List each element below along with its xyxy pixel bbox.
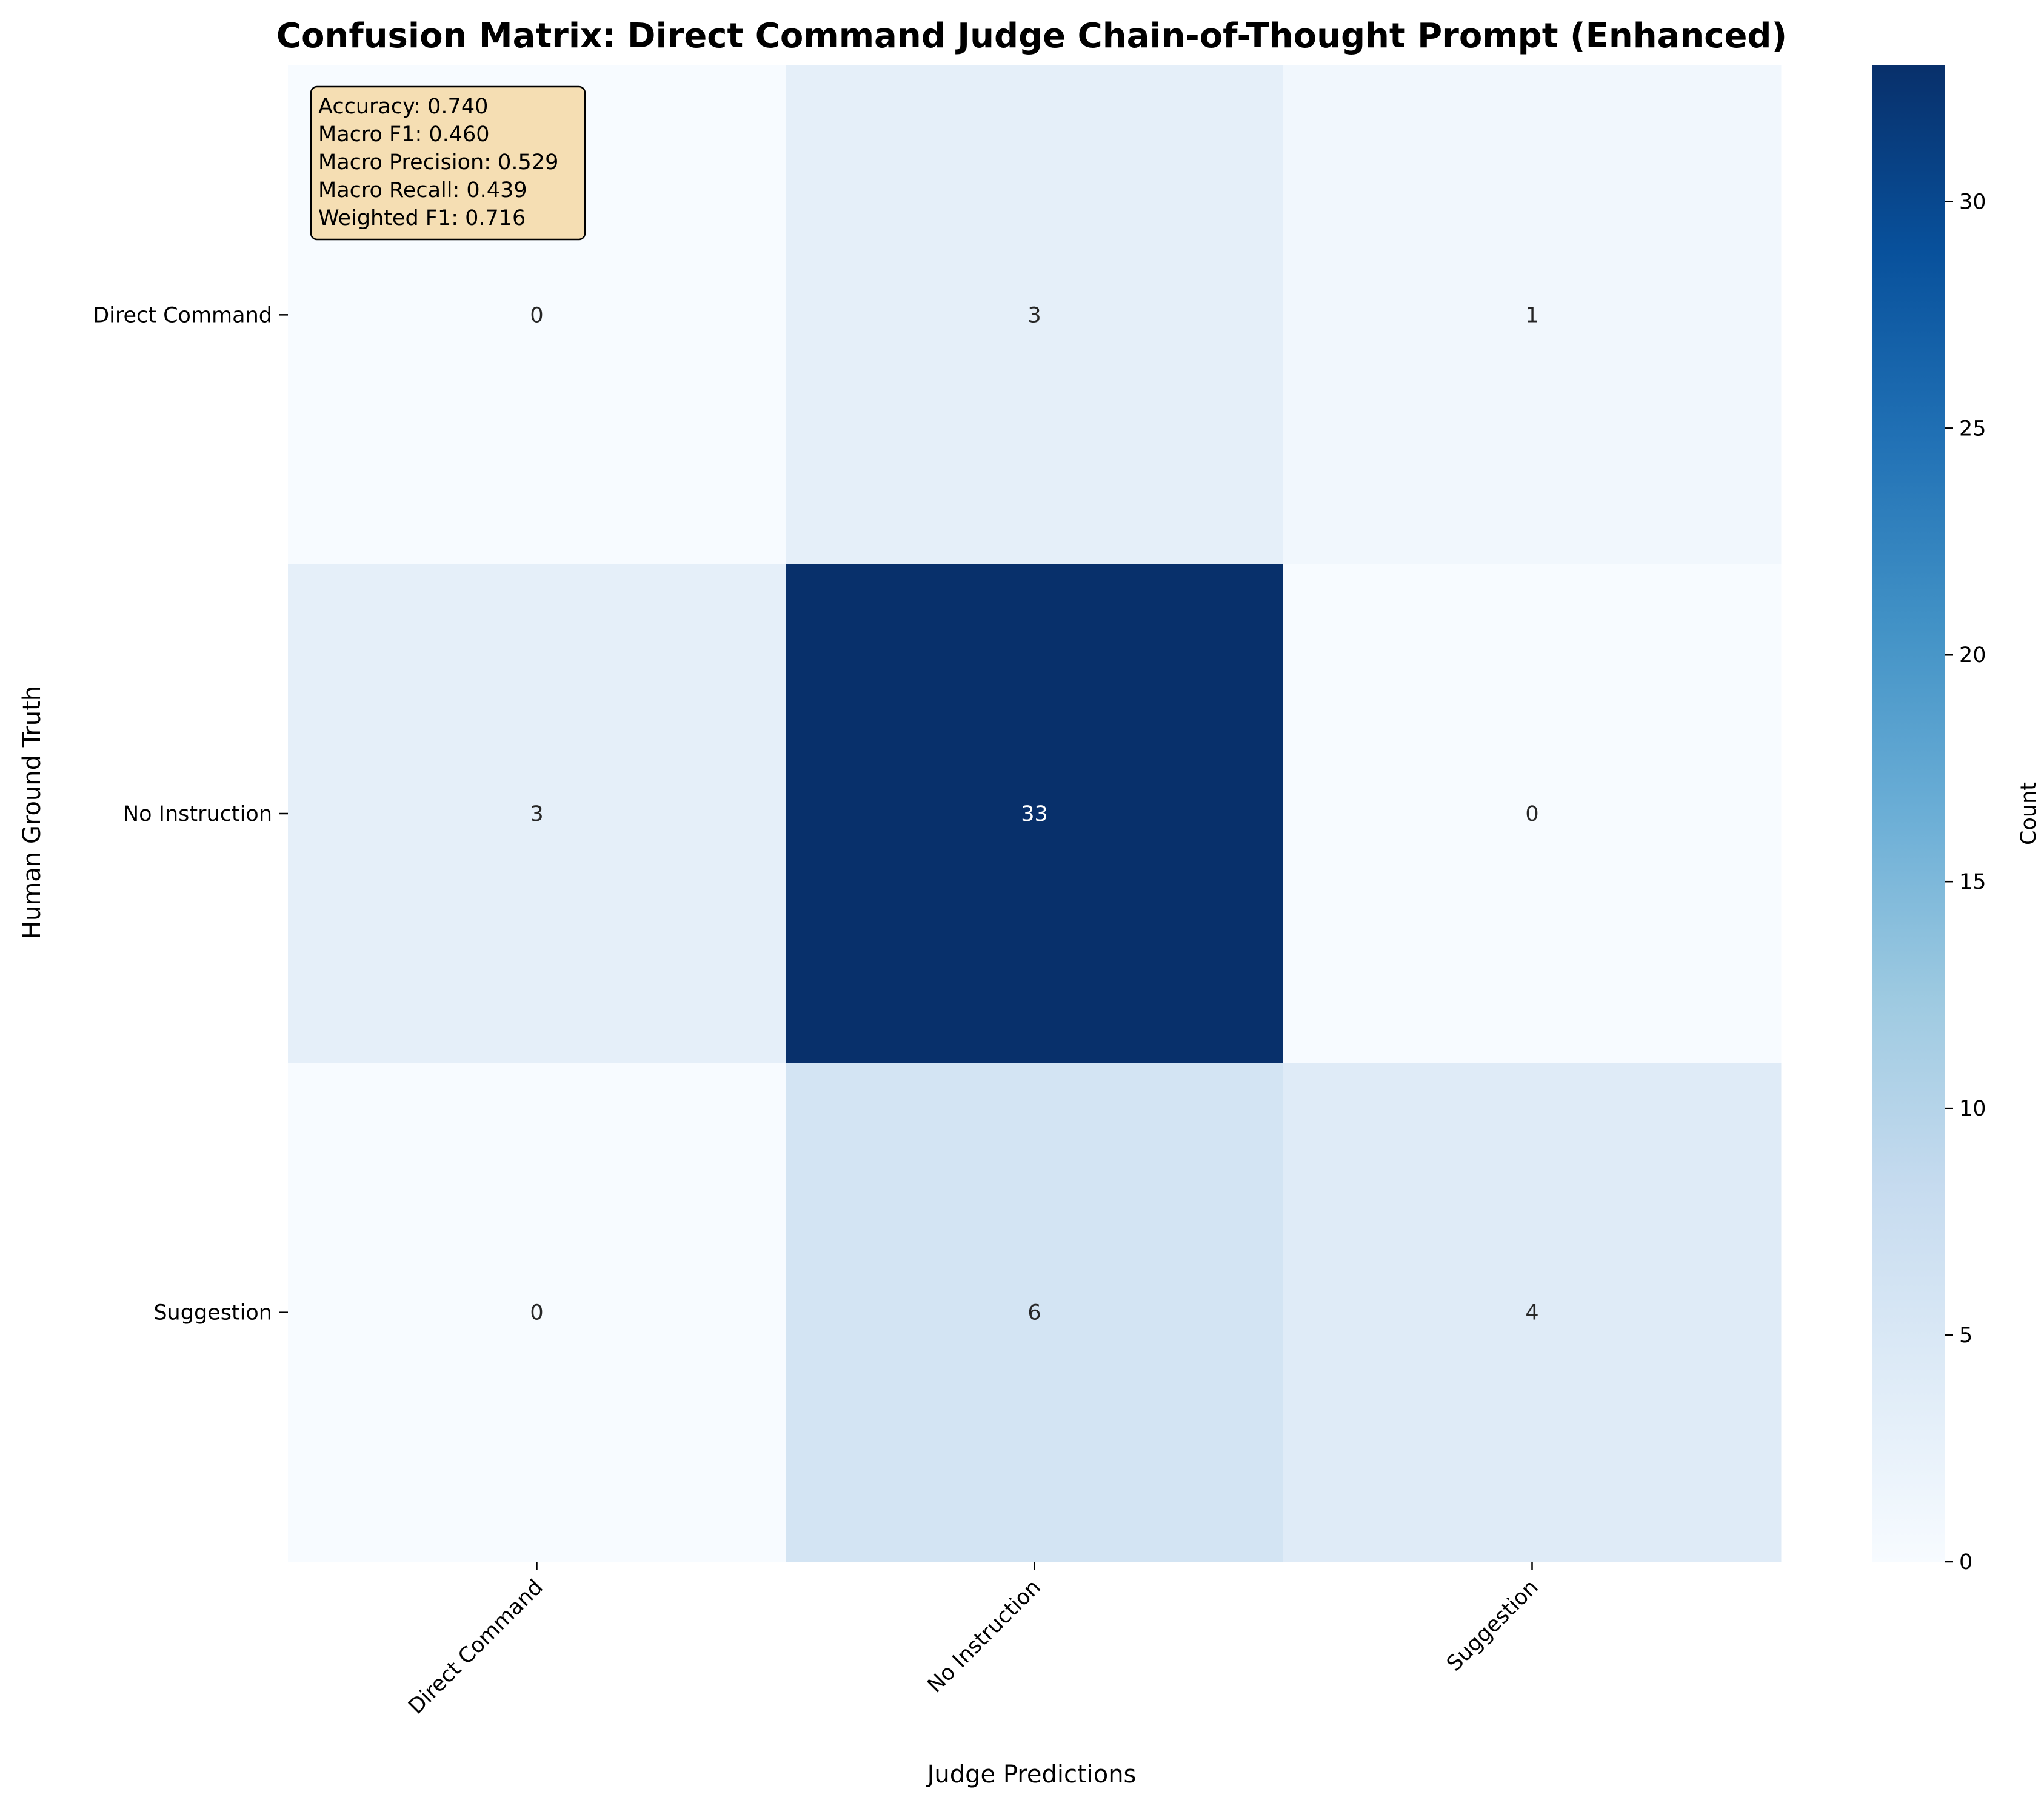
colorbar-tick-label: 20 (1959, 643, 1986, 667)
y-axis-label: Human Ground Truth (18, 686, 46, 939)
cell-value-label: 3 (530, 802, 543, 826)
y-tick-label: Direct Command (93, 303, 272, 327)
heatmap-cell (786, 65, 1284, 565)
heatmap-cell (1283, 564, 1782, 1063)
y-tick-label: No Instruction (123, 802, 272, 826)
cell-value-label: 33 (1021, 802, 1048, 826)
colorbar-tick-label: 0 (1959, 1550, 1972, 1574)
colorbar-gradient (1872, 65, 1945, 1562)
cell-value-label: 4 (1525, 1301, 1538, 1325)
colorbar-tick-label: 30 (1959, 190, 1986, 214)
cell-value-label: 6 (1027, 1301, 1041, 1325)
heatmap-cell (1283, 65, 1782, 565)
metric-line: Weighted F1: 0.716 (318, 206, 526, 230)
heatmap-cell (288, 1063, 786, 1562)
metric-line: Accuracy: 0.740 (318, 95, 488, 119)
colorbar-tick-label: 10 (1959, 1097, 1986, 1121)
colorbar-tick-label: 25 (1959, 417, 1986, 441)
colorbar-tick-label: 15 (1959, 870, 1986, 894)
metric-line: Macro Precision: 0.529 (318, 150, 558, 175)
colorbar: 0 5 10 15 20 25 30 Count (1872, 65, 2041, 1574)
metric-line: Macro F1: 0.460 (318, 122, 490, 147)
heatmap-cell (1283, 1063, 1782, 1562)
x-axis-label: Judge Predictions (926, 1761, 1137, 1788)
heatmap-grid: 0 3 13 33 00 6 4 (288, 65, 1782, 1562)
metrics-box-background (310, 85, 586, 241)
chart-title: Confusion Matrix: Direct Command Judge C… (276, 16, 1787, 56)
colorbar-tick-label: 5 (1959, 1323, 1972, 1348)
cell-value-label: 0 (1525, 802, 1538, 826)
heatmap-cell (786, 1063, 1284, 1562)
heatmap-cell (288, 564, 786, 1063)
cell-value-label: 0 (530, 1301, 543, 1325)
heatmap-cell (786, 564, 1284, 1063)
y-axis-ticks: Direct Command No Instruction Suggestion (93, 303, 288, 1325)
y-tick-label: Suggestion (153, 1301, 272, 1325)
cell-value-label: 1 (1525, 303, 1538, 327)
colorbar-label: Count (2017, 782, 2041, 845)
metric-line: Macro Recall: 0.439 (318, 178, 527, 202)
cell-value-label: 0 (530, 303, 543, 327)
cell-value-label: 3 (1027, 303, 1041, 327)
metrics-box: Accuracy: 0.740 Macro F1: 0.460 Macro Prec… (310, 85, 586, 241)
